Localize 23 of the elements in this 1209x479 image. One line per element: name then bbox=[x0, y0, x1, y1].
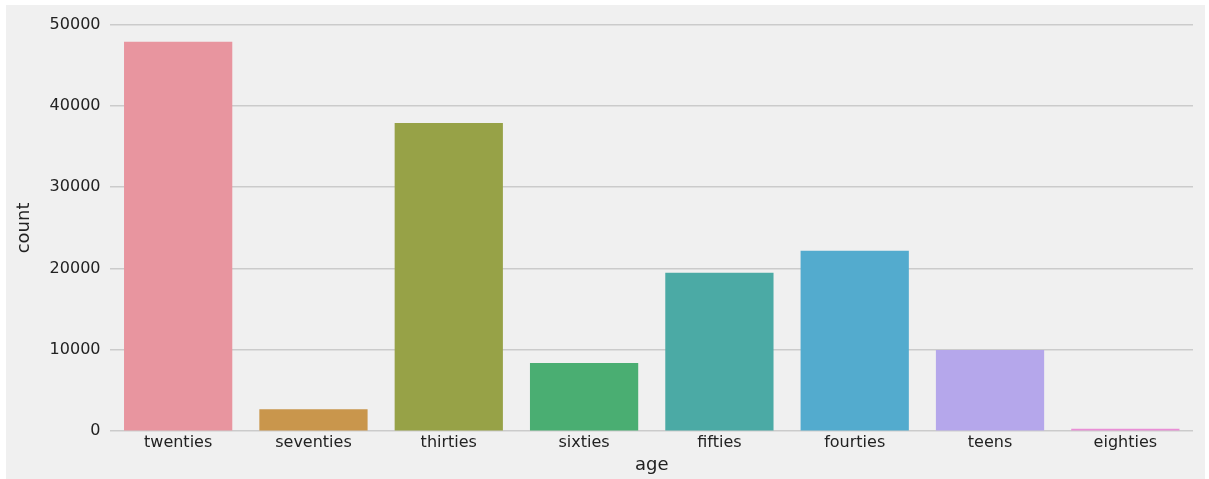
bar bbox=[529, 362, 639, 431]
y-tick-label: 0 bbox=[90, 420, 101, 440]
x-tick-label: fourties bbox=[824, 431, 886, 451]
y-tick-label: 30000 bbox=[49, 176, 101, 196]
x-tick-label: seventies bbox=[275, 431, 352, 451]
x-tick-label: teens bbox=[967, 431, 1013, 451]
bar bbox=[124, 41, 233, 431]
x-tick-label: eighties bbox=[1093, 431, 1158, 451]
bar bbox=[259, 409, 368, 431]
y-axis-title: count bbox=[12, 202, 34, 254]
y-tick-label: 40000 bbox=[49, 95, 101, 115]
y-tick-label: 20000 bbox=[49, 257, 101, 277]
y-tick-label: 10000 bbox=[49, 339, 101, 359]
x-tick-label: thirties bbox=[420, 431, 477, 451]
x-axis-title: age bbox=[634, 452, 669, 474]
x-tick-label: fifties bbox=[697, 431, 742, 451]
bar bbox=[935, 349, 1045, 431]
y-tick-label: 50000 bbox=[49, 13, 101, 33]
bar bbox=[800, 250, 909, 431]
bar bbox=[394, 123, 503, 431]
bar bbox=[665, 272, 774, 431]
x-tick-label: twenties bbox=[144, 431, 213, 451]
x-tick-label: sixties bbox=[558, 431, 610, 451]
